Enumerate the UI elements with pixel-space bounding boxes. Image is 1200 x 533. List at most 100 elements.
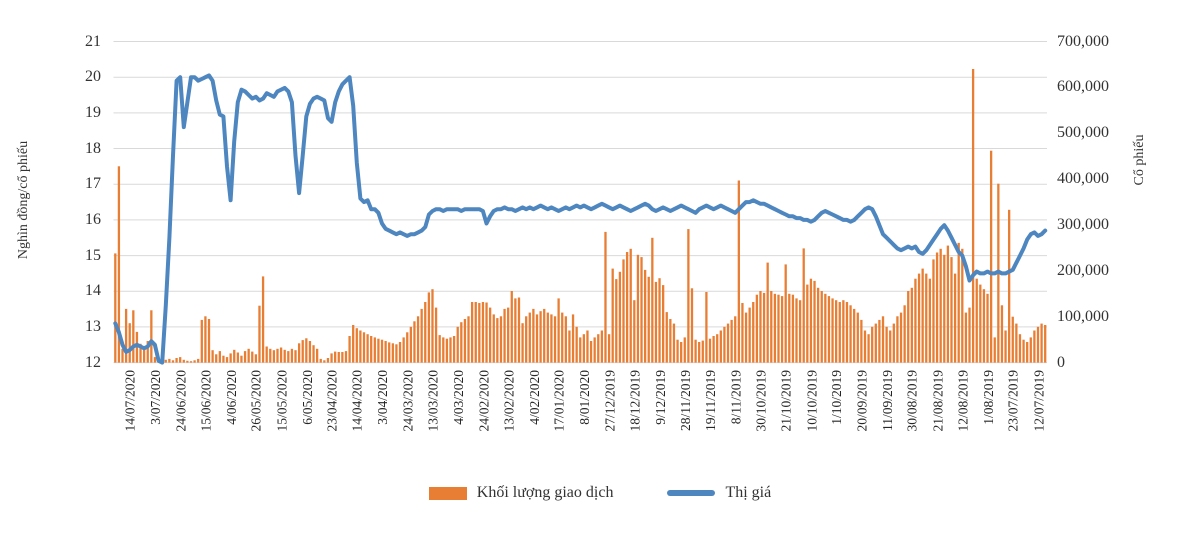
volume-bar [874, 323, 877, 363]
volume-bar [658, 278, 661, 363]
left-tick-label: 21 [85, 32, 101, 50]
volume-bar [986, 293, 989, 363]
volume-swatch-icon [428, 486, 467, 500]
volume-bar [117, 166, 121, 363]
volume-bar [200, 319, 203, 363]
volume-bar [355, 328, 358, 363]
volume-bar [1022, 339, 1025, 363]
volume-bar [352, 325, 355, 363]
volume-bar [932, 259, 935, 363]
volume-bar [514, 298, 517, 363]
volume-bar [370, 336, 373, 363]
volume-bar [135, 331, 139, 363]
volume-bar [669, 319, 672, 363]
volume-bar [683, 337, 686, 363]
volume-bar [896, 316, 899, 363]
volume-bar [712, 336, 715, 363]
x-tick-label: 8/11/2019 [728, 370, 744, 425]
right-tick-label: 300,000 [1057, 215, 1109, 233]
x-tick-label: 30/10/2019 [753, 370, 769, 432]
volume-bar [265, 346, 268, 363]
volume-bar [853, 308, 856, 363]
volume-bar [734, 316, 737, 363]
volume-bar [452, 336, 456, 363]
volume-bar [845, 302, 849, 363]
volume-bar [770, 291, 773, 363]
volume-bar [705, 292, 708, 363]
volume-bar [485, 302, 488, 363]
volume-bar [1018, 334, 1022, 363]
x-tick-label: 1/08/2019 [980, 370, 996, 425]
volume-bar [488, 307, 492, 363]
volume-bar [496, 318, 499, 363]
volume-bar [348, 336, 351, 363]
volume-bar [824, 293, 827, 363]
left-tick-label: 15 [85, 246, 101, 264]
x-tick-label: 23/07/2019 [1005, 370, 1021, 432]
volume-bar [416, 316, 420, 363]
volume-bar [139, 343, 142, 363]
volume-bar [510, 291, 513, 363]
volume-bar [150, 310, 153, 363]
volume-bar [622, 259, 625, 363]
volume-bar [287, 351, 290, 363]
volume-bar [607, 334, 611, 363]
volume-bar [258, 305, 261, 363]
volume-bar [470, 302, 474, 363]
right-tick-label: 500,000 [1057, 124, 1109, 142]
volume-bar [413, 321, 416, 363]
volume-bar [366, 334, 369, 363]
volume-bar [568, 330, 571, 363]
volume-bar [290, 348, 294, 363]
volume-bar [344, 351, 348, 363]
volume-bar [917, 273, 921, 363]
plot-area [113, 41, 1048, 365]
volume-bar [377, 338, 380, 363]
legend-price-label: Thị giá [725, 484, 772, 501]
volume-bar [197, 358, 200, 363]
volume-bar [507, 307, 510, 363]
volume-bar [654, 281, 658, 363]
volume-bar [611, 268, 614, 363]
volume-bar [409, 326, 412, 363]
volume-bar [207, 319, 211, 363]
volume-bar [813, 280, 816, 363]
volume-bar [842, 300, 845, 363]
volume-bar [1011, 316, 1014, 363]
volume-bar [481, 302, 485, 363]
volume-bar [589, 341, 593, 363]
volume-bar [189, 361, 193, 363]
volume-bar [463, 319, 467, 363]
x-tick-label: 12/08/2019 [955, 370, 971, 432]
volume-bar [240, 355, 243, 363]
volume-bar [398, 342, 402, 363]
price-line [113, 73, 1048, 365]
volume-bar [780, 296, 784, 363]
volume-bar [849, 305, 852, 363]
x-tick-label: 21/10/2019 [778, 370, 794, 432]
volume-bar [362, 332, 366, 363]
left-tick-label: 12 [85, 353, 101, 371]
volume-bar [337, 352, 340, 363]
volume-bar [759, 291, 762, 363]
volume-bar [615, 279, 618, 363]
volume-bar [600, 330, 604, 363]
volume-bar [809, 278, 813, 363]
x-tick-label: 30/08/2019 [904, 370, 920, 432]
x-tick-label: 15/06/2020 [198, 370, 214, 432]
x-tick-label: 19/11/2019 [703, 370, 719, 432]
right-tick-label: 400,000 [1057, 170, 1109, 188]
x-tick-label: 21/08/2019 [930, 370, 946, 432]
volume-bar [575, 326, 578, 363]
volume-bar [1029, 337, 1032, 363]
volume-bar [438, 335, 441, 363]
left-tick-label: 20 [85, 68, 101, 86]
volume-bar [261, 276, 265, 363]
x-tick-label: 18/12/2019 [627, 370, 643, 432]
x-tick-label: 24/06/2020 [173, 370, 189, 432]
volume-bar [564, 316, 567, 363]
volume-bar [550, 314, 553, 363]
volume-bar [182, 359, 185, 363]
volume-bar [283, 349, 286, 363]
legend-item-volume: Khối lượng giao dịch [428, 484, 613, 502]
